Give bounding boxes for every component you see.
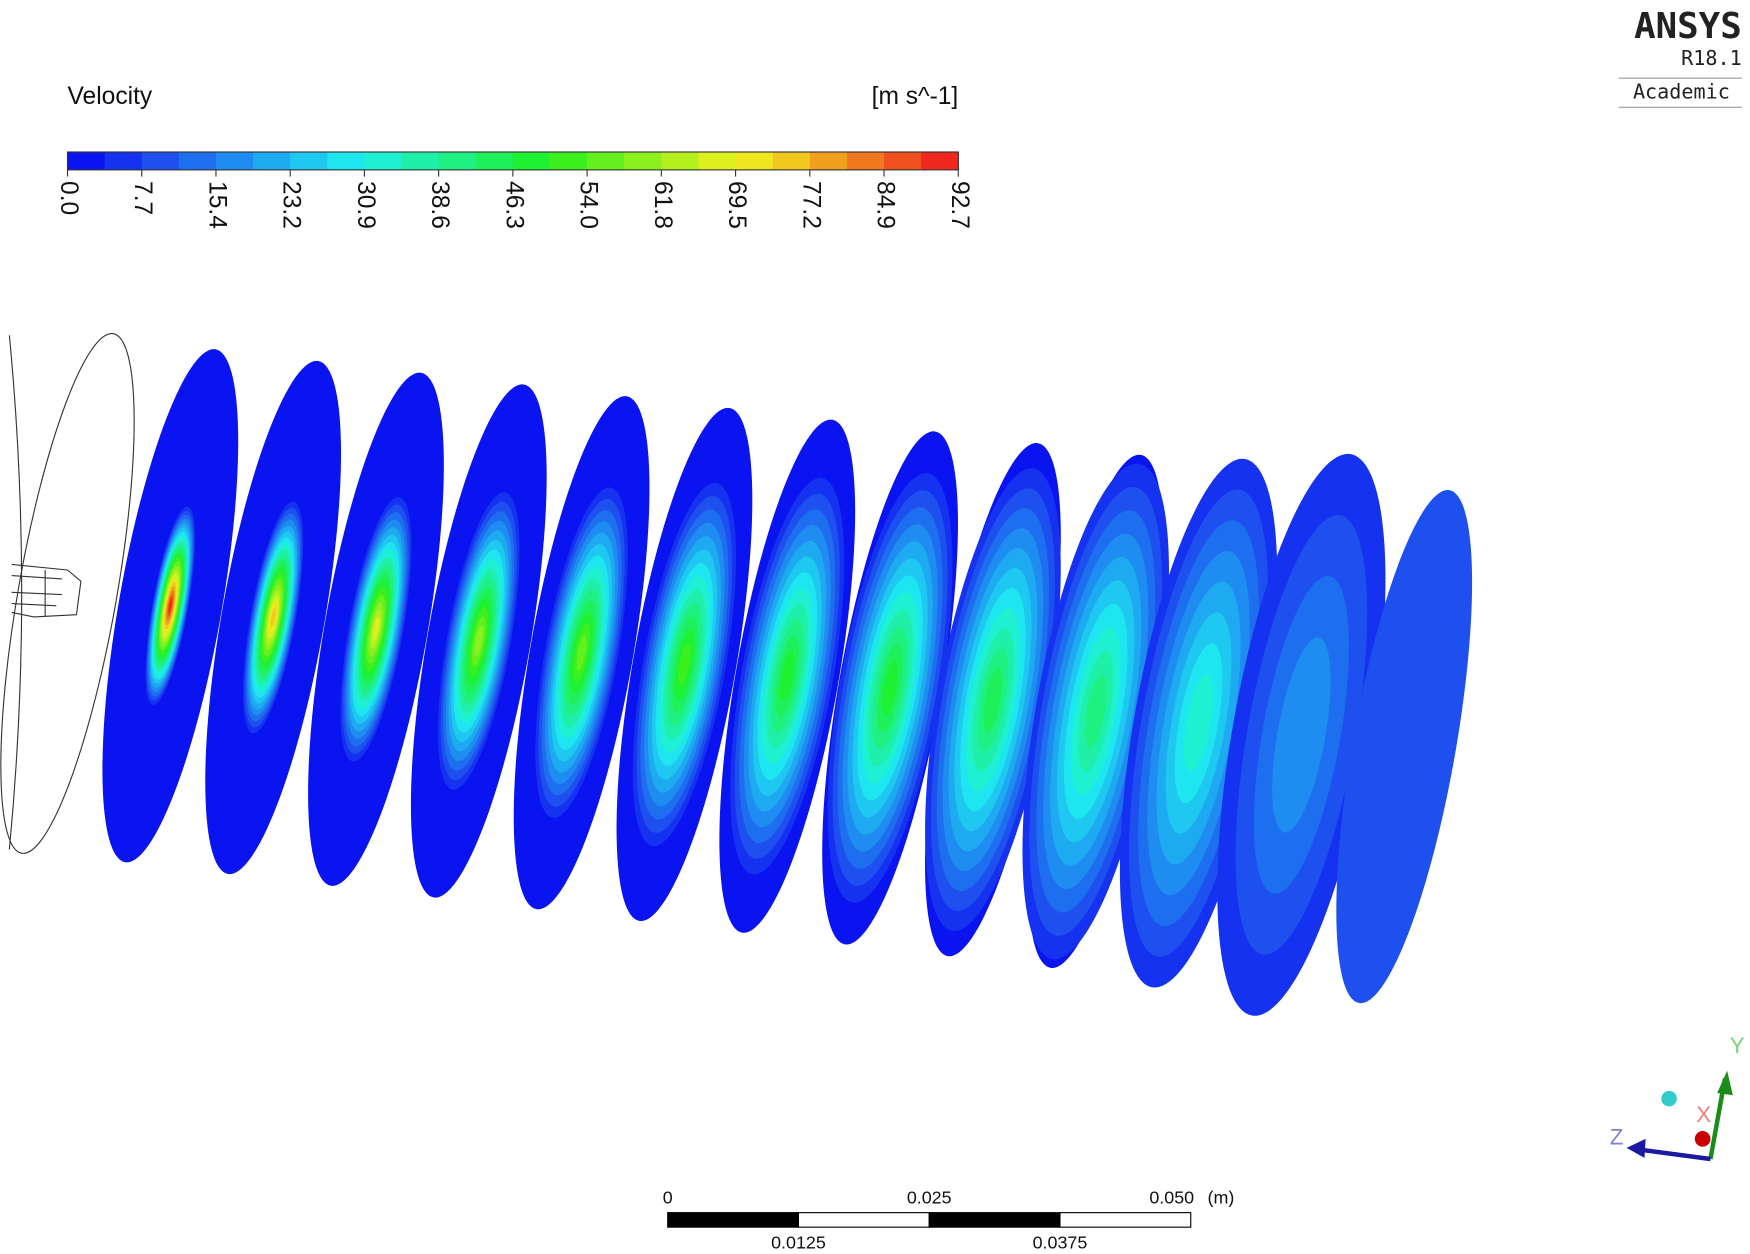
colorbar-segment	[178, 152, 217, 170]
scale-label: 0	[663, 1188, 673, 1208]
colorbar-segment	[921, 152, 959, 170]
colorbar-tick-label: 69.5	[723, 181, 750, 229]
legend-unit: [m s^-1]	[872, 83, 959, 110]
scale-bar	[667, 1212, 1192, 1228]
contour-disc	[822, 431, 958, 945]
contour-disc	[308, 372, 444, 886]
colorbar-ticks: 0.0 7.7 15.4 23.2 30.9 38.6 46.3 54.0 61.8 69.5 77…	[55, 169, 973, 229]
colorbar-tick-label: 30.9	[352, 181, 379, 229]
colorbar-segment	[141, 152, 180, 170]
colorbar-segment	[512, 152, 551, 170]
colorbar-segment	[772, 152, 811, 170]
colorbar-tick-label: 46.3	[500, 181, 527, 229]
contour-disc	[1022, 454, 1169, 968]
colorbar-segment	[698, 152, 737, 170]
contour-band	[1183, 673, 1214, 773]
contour-band	[576, 634, 587, 671]
scale-label: 0.0375	[1033, 1232, 1088, 1252]
colorbar-tick-label: 23.2	[278, 181, 305, 229]
scale-label: 0.0125	[771, 1232, 826, 1252]
triad-z: Z	[1610, 1124, 1624, 1149]
colorbar-segment	[104, 152, 143, 170]
colorbar-segment	[253, 152, 291, 170]
logo-version: R18.1	[1681, 46, 1742, 70]
colorbar-segment	[67, 152, 106, 170]
contour-band	[983, 667, 1003, 732]
triad-x: X	[1696, 1102, 1711, 1127]
colorbar-segment	[884, 152, 922, 170]
colorbar-segment	[549, 152, 588, 170]
scale-label: 0.025	[907, 1188, 952, 1208]
contour-band	[1272, 637, 1331, 833]
colorbar-segment	[661, 152, 700, 170]
colorbar-tick-label: 38.6	[426, 181, 453, 229]
contour-band	[1084, 673, 1107, 749]
disc-base	[1336, 489, 1473, 1004]
scale-label: 0.050	[1149, 1188, 1194, 1208]
contour-disc	[102, 349, 239, 863]
contour-disc	[1336, 489, 1473, 1004]
colorbar-segment	[438, 152, 477, 170]
colorbar-segment	[401, 152, 440, 170]
contour-disc	[205, 360, 342, 875]
colorbar-segment	[587, 152, 625, 170]
colorbar-segment	[364, 152, 403, 170]
colorbar-tick-label: 15.4	[203, 181, 230, 229]
colorbar-segment	[846, 152, 885, 170]
triad-y: Y	[1730, 1033, 1745, 1058]
contour-band	[474, 625, 483, 657]
contour-disc	[513, 396, 650, 910]
contour-band	[168, 599, 173, 613]
colorbar-segment	[624, 152, 662, 170]
scale-unit: (m)	[1208, 1188, 1235, 1208]
colorbar-segment	[290, 152, 328, 170]
contour-disc	[616, 407, 753, 922]
logo-name: ANSYS	[1634, 6, 1742, 47]
colorbar-tick-label: 84.9	[872, 181, 899, 229]
colorbar-tick-label: 54.0	[575, 181, 602, 229]
contour-band	[780, 650, 795, 702]
colorbar	[66, 151, 959, 171]
contour-disc	[1119, 458, 1278, 988]
legend-title: Velocity	[68, 83, 153, 110]
contour-disc	[1217, 453, 1386, 1016]
contour-band	[270, 608, 276, 627]
colorbar-segment	[809, 152, 848, 170]
colorbar-segment	[327, 152, 365, 170]
axis-triad	[1626, 1070, 1733, 1162]
colorbar-tick-label: 7.7	[129, 181, 156, 215]
inlet-outline	[0, 333, 135, 854]
colorbar-tick-label: 77.2	[797, 181, 824, 229]
contour-disc	[719, 419, 856, 933]
contour-disc	[410, 384, 547, 898]
colorbar-segment	[215, 152, 254, 170]
logo-edition: Academic	[1633, 79, 1730, 103]
contour-band	[882, 660, 899, 716]
contour-disc	[925, 443, 1061, 957]
colorbar-tick-label: 0.0	[55, 181, 82, 215]
colorbar-segment	[475, 152, 514, 170]
velocity-contours	[102, 349, 1473, 1016]
colorbar-tick-label: 92.7	[946, 181, 973, 229]
contour-band	[372, 617, 380, 642]
contour-band	[678, 643, 691, 686]
colorbar-segment	[735, 152, 774, 170]
colorbar-tick-label: 61.8	[649, 181, 676, 229]
